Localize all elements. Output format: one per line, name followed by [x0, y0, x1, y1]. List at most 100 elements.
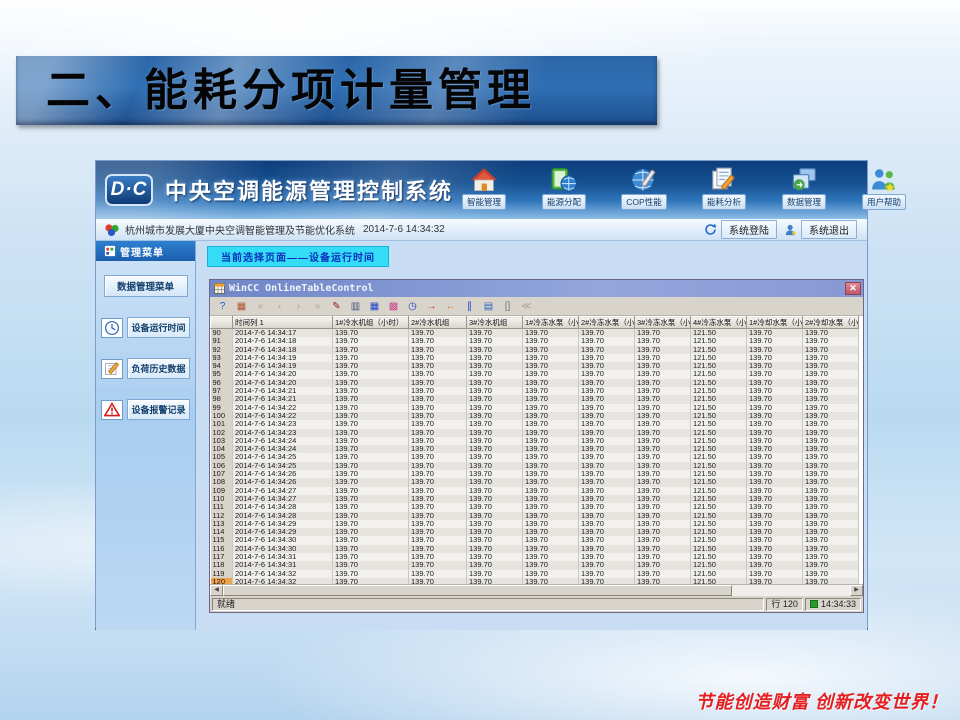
table-row[interactable]: 112 2014-7-6 14:34:28 139.70 139.70 139.70 13…	[210, 511, 859, 520]
table-row[interactable]: 118 2014-7-6 14:34:31 139.70 139.70 139.70 13…	[210, 561, 859, 570]
import-icon[interactable]: ←	[445, 300, 456, 312]
sidebar-item-alarm[interactable]: 设备报警记录	[101, 399, 190, 420]
nav-cop-button[interactable]: COP性能	[613, 167, 675, 210]
nav-label: 用户帮助	[862, 194, 907, 210]
table-row[interactable]: 92 2014-7-6 14:34:18 139.70 139.70 139.70 139…	[210, 345, 859, 354]
table-row[interactable]: 99 2014-7-6 14:34:22 139.70 139.70 139.70 139…	[210, 403, 859, 412]
table-row[interactable]: 94 2014-7-6 14:34:19 139.70 139.70 139.70 139…	[210, 362, 859, 371]
table-row[interactable]: 114 2014-7-6 14:34:29 139.70 139.70 139.70 13…	[210, 528, 859, 537]
close-icon[interactable]: ✕	[845, 282, 861, 295]
go-end-icon[interactable]: ≪	[521, 300, 532, 312]
nav-energy-button[interactable]: 能源分配	[533, 167, 595, 210]
grid-select-icon[interactable]: ▦	[369, 300, 380, 312]
cell-value: 139.70	[746, 403, 803, 412]
cell-value: 139.70	[332, 337, 409, 346]
cell-value: 139.70	[578, 362, 635, 371]
scroll-left-icon[interactable]: ◀	[210, 585, 223, 596]
cell-value: 139.70	[466, 411, 523, 421]
table-row[interactable]: 102 2014-7-6 14:34:23 139.70 139.70 139.70 13…	[210, 428, 859, 437]
table-row[interactable]: 110 2014-7-6 14:34:27 139.70 139.70 139.70 13…	[210, 494, 859, 504]
cell-value: 121.50	[690, 536, 747, 545]
cell-value: 139.70	[522, 494, 579, 504]
table-row[interactable]: 119 2014-7-6 14:34:32 139.70 139.70 139.70 13…	[210, 569, 859, 578]
help-icon[interactable]: ?	[219, 300, 226, 312]
table-row[interactable]: 90 2014-7-6 14:34:17 139.70 139.70 139.70 139…	[210, 328, 859, 338]
cell-value: 139.70	[578, 536, 635, 545]
sidebar-item-runtime[interactable]: 设备运行时间	[101, 317, 190, 338]
table-row[interactable]: 104 2014-7-6 14:34:24 139.70 139.70 139.70 13…	[210, 445, 859, 454]
nav-userhelp-button[interactable]: 用户帮助	[853, 167, 915, 210]
table-row[interactable]: 101 2014-7-6 14:34:23 139.70 139.70 139.70 13…	[210, 420, 859, 429]
cell-value: 121.50	[690, 337, 747, 346]
table-row[interactable]: 93 2014-7-6 14:34:19 139.70 139.70 139.70 139…	[210, 353, 859, 363]
cell-value: 139.70	[466, 553, 523, 562]
nav-analysis-button[interactable]: 能耗分析	[693, 167, 755, 210]
cell-value: 139.70	[746, 519, 803, 529]
scrollbar-thumb[interactable]	[223, 585, 733, 596]
table-row[interactable]: 103 2014-7-6 14:34:24 139.70 139.70 139.70 13…	[210, 436, 859, 446]
table-row[interactable]: 111 2014-7-6 14:34:28 139.70 139.70 139.70 13…	[210, 503, 859, 512]
nav-data-button[interactable]: 数据管理	[773, 167, 835, 210]
export-icon[interactable]: →	[426, 300, 437, 312]
clock-icon[interactable]: ◷	[408, 300, 417, 312]
cell-value: 139.70	[408, 436, 467, 446]
first-record-icon[interactable]: «	[257, 300, 264, 312]
edit-pen-icon[interactable]: ✎	[332, 300, 341, 312]
cell-value: 139.70	[408, 378, 467, 388]
cell-value: 139.70	[578, 370, 635, 379]
row-number: 115	[210, 536, 233, 545]
table-row[interactable]: 113 2014-7-6 14:34:29 139.70 139.70 139.70 13…	[210, 519, 859, 529]
cell-value: 139.70	[408, 387, 467, 396]
row-number: 113	[210, 519, 233, 529]
cell-value: 121.50	[690, 353, 747, 363]
cell-value: 139.70	[634, 503, 691, 512]
cell-value: 139.70	[522, 519, 579, 529]
table-row[interactable]: 98 2014-7-6 14:34:21 139.70 139.70 139.70 139…	[210, 395, 859, 404]
table-row[interactable]: 116 2014-7-6 14:34:30 139.70 139.70 139.70 13…	[210, 544, 859, 554]
nav-smart-button[interactable]: 智能管理	[453, 167, 515, 210]
column-edit-icon[interactable]: ▦	[236, 300, 247, 312]
table-row[interactable]: 109 2014-7-6 14:34:27 139.70 139.70 139.70 13…	[210, 486, 859, 495]
cell-value: 139.70	[802, 403, 859, 412]
last-record-icon[interactable]: »	[314, 300, 321, 312]
cell-value: 139.70	[634, 478, 691, 487]
cell-value: 139.70	[408, 478, 467, 487]
cell-value: 139.70	[332, 461, 409, 471]
time-range-icon[interactable]: ▩	[388, 300, 399, 312]
table-row[interactable]: 97 2014-7-6 14:34:21 139.70 139.70 139.70 139…	[210, 387, 859, 396]
table-row[interactable]: 95 2014-7-6 14:34:20 139.70 139.70 139.70 139…	[210, 370, 859, 379]
logout-button[interactable]: 系统退出	[785, 220, 857, 239]
cell-value: 139.70	[578, 544, 635, 554]
cell-value: 139.70	[746, 428, 803, 437]
table-row[interactable]: 96 2014-7-6 14:34:20 139.70 139.70 139.70 139…	[210, 378, 859, 388]
prev-record-icon[interactable]: ‹	[277, 300, 282, 312]
cell-value: 139.70	[578, 378, 635, 388]
selection-icon[interactable]: []	[504, 300, 511, 312]
table-row[interactable]: 117 2014-7-6 14:34:31 139.70 139.70 139.70 13…	[210, 553, 859, 562]
cell-value: 139.70	[802, 378, 859, 388]
table-row[interactable]: 115 2014-7-6 14:34:30 139.70 139.70 139.70 13…	[210, 536, 859, 545]
sidebar-item-history[interactable]: 负荷历史数据	[101, 358, 190, 379]
table-row[interactable]: 91 2014-7-6 14:34:18 139.70 139.70 139.70 139…	[210, 337, 859, 346]
next-record-icon[interactable]: ›	[296, 300, 301, 312]
cell-value: 121.50	[690, 511, 747, 520]
table-row[interactable]: 100 2014-7-6 14:34:22 139.70 139.70 139.70 13…	[210, 411, 859, 421]
cell-value: 139.70	[634, 569, 691, 578]
cell-value: 139.70	[522, 378, 579, 388]
login-button[interactable]: 系统登陆	[704, 220, 777, 239]
table-row[interactable]: 106 2014-7-6 14:34:25 139.70 139.70 139.70 13…	[210, 461, 859, 471]
cell-value: 139.70	[634, 411, 691, 421]
scroll-right-icon[interactable]: ▶	[850, 585, 863, 596]
table-row[interactable]: 120 2014-7-6 14:34:32 139.70 139.70 139.70 13…	[210, 577, 859, 584]
data-menu-button[interactable]: 数据管理菜单	[103, 275, 188, 297]
pause-icon[interactable]: ∥	[467, 300, 472, 312]
table-row[interactable]: 108 2014-7-6 14:34:26 139.70 139.70 139.70 13…	[210, 478, 859, 487]
print-icon[interactable]: ▤	[483, 300, 494, 312]
cell-value: 139.70	[466, 544, 523, 554]
copy-icon[interactable]: ▥	[350, 300, 361, 312]
cell-value: 139.70	[466, 403, 523, 412]
horizontal-scrollbar[interactable]: ◀ ▶	[210, 584, 863, 596]
table-row[interactable]: 105 2014-7-6 14:34:25 139.70 139.70 139.70 13…	[210, 453, 859, 462]
cell-value: 139.70	[466, 436, 523, 446]
table-row[interactable]: 107 2014-7-6 14:34:26 139.70 139.70 139.70 13…	[210, 470, 859, 479]
